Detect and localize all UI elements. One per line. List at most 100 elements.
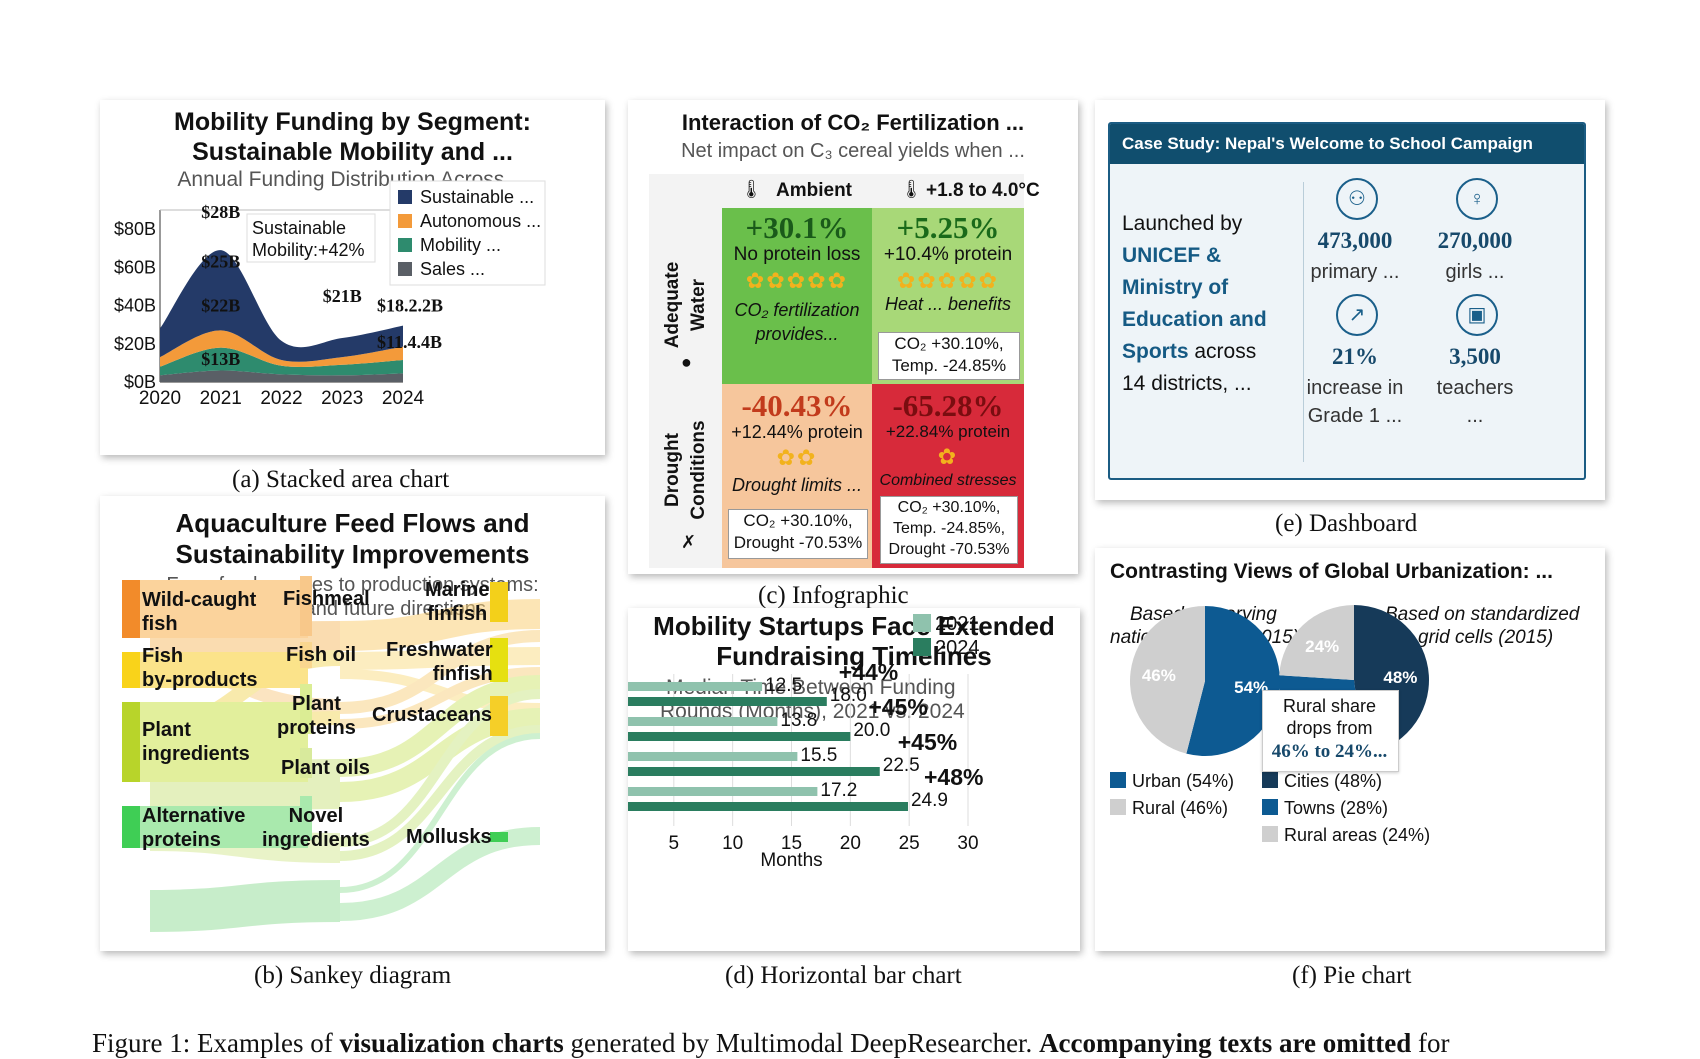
d-bar-2021 — [628, 682, 763, 691]
d-bar-label-2021: 17.2 — [820, 780, 857, 801]
d-bar-label-2024: 24.9 — [911, 790, 948, 811]
sankey-diagram — [122, 576, 541, 932]
panel-a-title-line2: Sustainable Mobility and ... — [192, 138, 513, 166]
stat-girls-label: girls ... — [1445, 261, 1505, 283]
d-change-label: +45% — [898, 729, 957, 755]
flow-plantprot-fresh — [339, 675, 541, 777]
d-bar-label-2024: 20.0 — [853, 720, 890, 741]
line-chart-icon: ↗ — [1336, 294, 1378, 336]
dashboard-org1: UNICEF & — [1122, 244, 1222, 267]
figure-caption-part2: generated by Multimodal DeepResearcher. — [563, 1028, 1040, 1058]
node-label-moll: Mollusks — [406, 826, 492, 848]
a-ytick: $80B — [114, 219, 156, 239]
right-heading-2: grid cells (2015) — [1418, 627, 1554, 648]
node-label-wild: Wild-caught fish — [142, 589, 257, 635]
f-legend-swatch-left — [1110, 772, 1126, 788]
a-legend-swatch — [398, 190, 412, 204]
f-pie-label: 24% — [1305, 637, 1339, 656]
node-label-fresh: Freshwater finfish — [386, 639, 493, 685]
a-annotation-line2: Mobility:+42% — [252, 240, 365, 260]
panel-e-dashboard: Case Study: Nepal's Welcome to School Ca… — [1095, 100, 1605, 500]
d-xtick: 20 — [840, 833, 861, 854]
stat-primary-label: primary ... — [1310, 261, 1400, 283]
d-bar-2024 — [628, 732, 851, 741]
node-label-fishoil: Fish oil — [286, 644, 356, 666]
f-legend-swatch-right — [1262, 799, 1278, 815]
dashboard-header: Case Study: Nepal's Welcome to School Ca… — [1110, 124, 1584, 164]
node-plant-bar — [122, 702, 140, 782]
panel-b-title-line2: Sustainability Improvements — [175, 539, 530, 569]
a-legend-box — [389, 180, 546, 286]
dashboard-divider — [1303, 182, 1304, 462]
figure-caption-bold1: visualization charts — [339, 1028, 564, 1058]
node-label-plantprot: Plant proteins — [277, 693, 356, 739]
a-value-label: $18.2.2B — [377, 296, 443, 316]
caption-b: (b) Sankey diagram — [254, 962, 452, 989]
a-value-label: $28B — [201, 202, 240, 222]
a-value-label: $21B — [323, 286, 362, 306]
node-plantprot-bar — [300, 684, 312, 734]
f-pie-slice — [1279, 605, 1354, 680]
col-header-bg — [722, 174, 1024, 208]
d-change-label: +45% — [868, 694, 927, 720]
node-fishmeal-bar — [300, 576, 312, 636]
figure-caption-bold2: Accompanying texts are omitted — [1039, 1028, 1412, 1058]
row-header-bg — [649, 174, 722, 568]
a-legend-label: Sustainable ... — [420, 187, 534, 207]
a-ytick: $0B — [124, 372, 156, 392]
a-legend-swatch — [398, 214, 412, 228]
figure-caption-part3: for — [1411, 1028, 1450, 1058]
a-area-0 — [160, 370, 403, 382]
node-label-fishmeal: Fishmeal — [283, 588, 370, 610]
cell4-value: -65.28% — [892, 388, 1004, 423]
right-heading-1: Based on standardized — [1385, 604, 1580, 625]
cell2-line: +10.4% protein — [883, 244, 1013, 265]
a-xtick: 2023 — [321, 388, 363, 409]
d-bar-label-2021: 13.8 — [780, 710, 817, 731]
panel-a-title-line1: Mobility Funding by Segment: — [174, 108, 531, 136]
f-legend-swatch-right — [1262, 826, 1278, 842]
d-bar-2024 — [628, 697, 827, 706]
f-legend-label-left: Rural (46%) — [1132, 798, 1228, 818]
node-label-alt: Alternative proteins — [142, 805, 246, 851]
node-label-plantoils: Plant oils — [281, 757, 370, 779]
d-xtick: 25 — [899, 833, 920, 854]
f-legend-label-right: Rural areas (24%) — [1284, 825, 1430, 845]
node-alt-fill — [140, 806, 308, 848]
d-bar-2021 — [628, 717, 778, 726]
panel-d-horizontal-bar: Mobility Startups Face Extended Fundrais… — [628, 608, 1080, 951]
a-legend-label: Sales ... — [420, 259, 485, 279]
a-legend-label: Autonomous ... — [420, 211, 541, 231]
col-header-warming: +1.8 to 4.0°C — [926, 180, 1040, 201]
a-ytick: $20B — [114, 334, 156, 354]
node-wild-bar — [122, 580, 140, 638]
panel-b-sankey: Aquaculture Feed Flows and Sustainabilit… — [100, 496, 605, 951]
a-ytick: $60B — [114, 257, 156, 277]
d-change-label: +44% — [839, 659, 898, 685]
stat-teachers-label1: teachers — [1436, 377, 1514, 399]
node-label-crust: Crustaceans — [372, 704, 493, 726]
node-wild-fill — [140, 580, 308, 638]
cell4-box: CO₂ +30.10%, Temp. -24.85%, Drought -70.… — [880, 496, 1018, 564]
node-fresh-bar — [490, 638, 508, 682]
a-xtick: 2020 — [139, 388, 181, 409]
panel-b-title-line1: Aquaculture Feed Flows and — [175, 508, 530, 538]
d-bar-2021 — [628, 752, 798, 761]
d-bar-2024 — [628, 802, 908, 811]
panel-d-chart: 20212024051015202530Months12.518.0+44%Se… — [628, 613, 983, 871]
f-legend-label-right: Cities (48%) — [1284, 771, 1382, 791]
panel-c-title: Interaction of CO₂ Fertilization ... — [681, 110, 1025, 135]
a-legend-swatch — [398, 238, 412, 252]
stat-primary-value: 473,000 — [1317, 228, 1393, 253]
panel-d-title-line2: Fundraising Timelines — [716, 641, 992, 671]
callout-line3: 46% to 24%... — [1271, 741, 1388, 762]
wheat-icons-1: ✿✿✿✿✿ — [745, 268, 849, 293]
a-legend-label: Mobility ... — [420, 235, 501, 255]
panel-a-chart: $0B $20B $40B $60B $80B 2020 2021 2022 2023 2024 $… — [114, 180, 546, 409]
node-plantoils-bar — [300, 748, 312, 778]
wheat-icons-3: ✿✿ — [776, 445, 818, 470]
cell3-note: Drought limits ... — [731, 475, 863, 495]
node-moll-bar — [490, 832, 508, 842]
node-label-byprod: Fish by-products — [142, 645, 258, 691]
caption-c: (c) Infographic — [758, 582, 909, 609]
